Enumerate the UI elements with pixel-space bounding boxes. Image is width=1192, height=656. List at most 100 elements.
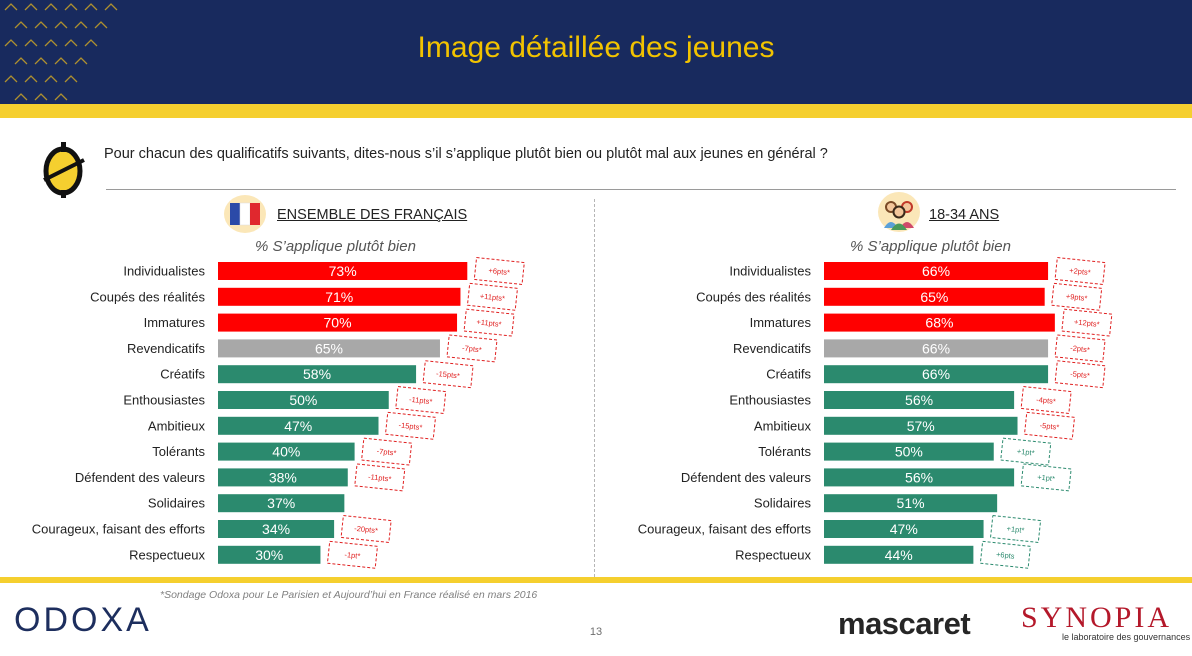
- delta-badge-box: [1061, 308, 1113, 337]
- delta-badge-box: [1020, 386, 1072, 414]
- bar: [218, 391, 389, 409]
- delta-badge-label: -5pts*: [1039, 421, 1060, 432]
- delta-badge-label: -5pts*: [1070, 369, 1091, 380]
- synopia-tagline: le laboratoire des gouvernances: [1062, 632, 1191, 642]
- bar-value-label: 66%: [922, 340, 950, 356]
- category-label: Enthousiastes: [123, 393, 205, 408]
- delta-badge-box: [979, 540, 1031, 569]
- bar: [824, 365, 1049, 384]
- category-label: Individualistes: [123, 264, 205, 279]
- delta-badge: +1pt*: [1000, 437, 1052, 466]
- bar-value-label: 57%: [907, 418, 935, 434]
- delta-badge-box: [395, 386, 447, 414]
- bar: [218, 442, 355, 461]
- delta-badge: -5pts*: [1023, 411, 1076, 440]
- synopia-logo: SYNOPIA: [1021, 601, 1173, 634]
- bar: [218, 494, 345, 513]
- delta-badge: +11pts*: [463, 308, 515, 337]
- delta-badge: -11pts*: [354, 463, 406, 492]
- delta-badge-label: -4pts*: [1036, 395, 1057, 406]
- delta-badge-label: +11pts*: [476, 317, 502, 329]
- category-label: Créatifs: [766, 367, 811, 382]
- header-accent-band: [0, 104, 1192, 118]
- delta-badge: -4pts*: [1020, 386, 1072, 414]
- delta-badge-label: -1pt*: [344, 550, 361, 561]
- bar-value-label: 70%: [324, 315, 352, 331]
- bar-value-label: 47%: [890, 521, 918, 537]
- category-label: Coupés des réalités: [90, 289, 205, 304]
- page-title: Image détaillée des jeunes: [417, 31, 775, 64]
- panel-divider: [594, 199, 595, 577]
- bar-value-label: 37%: [267, 495, 295, 511]
- panel-subtitle-18-34: % S’applique plutôt bien: [850, 238, 1011, 255]
- delta-badge-label: -7pts*: [462, 343, 483, 354]
- delta-badge: -15pts*: [422, 360, 474, 389]
- delta-badge: +2pts*: [1054, 257, 1106, 285]
- category-label: Défendent des valeurs: [75, 470, 206, 485]
- delta-badge-box: [463, 308, 515, 337]
- bar-value-label: 51%: [897, 495, 925, 511]
- young-people-icon: [878, 192, 920, 232]
- delta-badge: -11pts*: [395, 386, 447, 414]
- category-label: Coupés des réalités: [696, 289, 811, 304]
- header-bar: Image détaillée des jeunes: [0, 0, 1192, 104]
- delta-badge-box: [1054, 360, 1106, 389]
- category-label: Solidaires: [754, 496, 812, 511]
- delta-badge-box: [989, 515, 1042, 543]
- delta-badge: -1pt*: [326, 540, 379, 569]
- delta-badge-box: [1023, 411, 1076, 440]
- delta-badge-label: +12pts*: [1074, 317, 1101, 329]
- bar: [218, 545, 321, 564]
- bar: [824, 442, 994, 461]
- france-flag-icon: [224, 195, 266, 233]
- delta-badge-label: -11pts*: [368, 472, 392, 483]
- odoxa-mark-icon: [43, 142, 85, 198]
- delta-badge-box: [354, 463, 406, 492]
- delta-badge: +6pts*: [473, 257, 525, 285]
- bar: [824, 313, 1055, 332]
- bar-value-label: 47%: [284, 418, 312, 434]
- bar-value-label: 68%: [925, 315, 953, 331]
- bar: [824, 416, 1018, 435]
- bar: [824, 520, 984, 538]
- delta-badge: +6pts: [979, 540, 1031, 569]
- bar-value-label: 50%: [895, 444, 923, 460]
- delta-badge-box: [422, 360, 474, 389]
- delta-badge-box: [361, 437, 413, 466]
- category-label: Immatures: [750, 315, 812, 330]
- category-label: Tolérants: [152, 444, 205, 459]
- delta-badge-box: [446, 334, 498, 363]
- delta-badge-box: [466, 282, 519, 311]
- bar: [824, 339, 1049, 358]
- delta-badge-label: -15pts*: [436, 369, 461, 380]
- category-label: Ambitieux: [754, 418, 812, 433]
- delta-badge-label: +9pts*: [1065, 292, 1087, 303]
- category-label: Courageux, faisant des efforts: [32, 522, 206, 537]
- category-label: Solidaires: [148, 496, 206, 511]
- delta-badge-box: [1020, 463, 1072, 492]
- bar-value-label: 66%: [922, 263, 950, 279]
- delta-badge: -7pts*: [361, 437, 413, 466]
- category-label: Respectueux: [735, 547, 811, 562]
- bar-value-label: 44%: [885, 547, 913, 563]
- delta-badge-label: +1pt*: [1006, 524, 1025, 535]
- delta-badge-box: [1054, 334, 1106, 363]
- bar: [218, 262, 468, 280]
- delta-badge-box: [1051, 282, 1103, 311]
- delta-badge-label: -20pts*: [354, 524, 379, 535]
- bar-value-label: 38%: [269, 469, 297, 485]
- delta-badge-box: [1054, 257, 1106, 285]
- bar: [218, 339, 440, 358]
- delta-badge-label: +6pts: [996, 550, 1016, 561]
- page-number: 13: [589, 626, 603, 638]
- bar: [824, 287, 1045, 306]
- delta-badge-box: [1000, 437, 1052, 466]
- delta-badge-label: +1pt*: [1016, 447, 1035, 458]
- delta-badge: -7pts*: [446, 334, 498, 363]
- category-label: Revendicatifs: [127, 341, 206, 356]
- bar: [824, 494, 998, 513]
- bar-value-label: 65%: [920, 289, 948, 305]
- delta-badge-box: [384, 411, 437, 440]
- category-label: Courageux, faisant des efforts: [638, 522, 812, 537]
